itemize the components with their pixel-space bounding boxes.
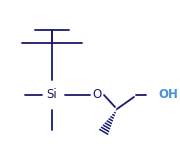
Text: Si: Si: [47, 89, 57, 101]
Text: O: O: [92, 89, 102, 101]
Text: OH: OH: [158, 89, 178, 101]
